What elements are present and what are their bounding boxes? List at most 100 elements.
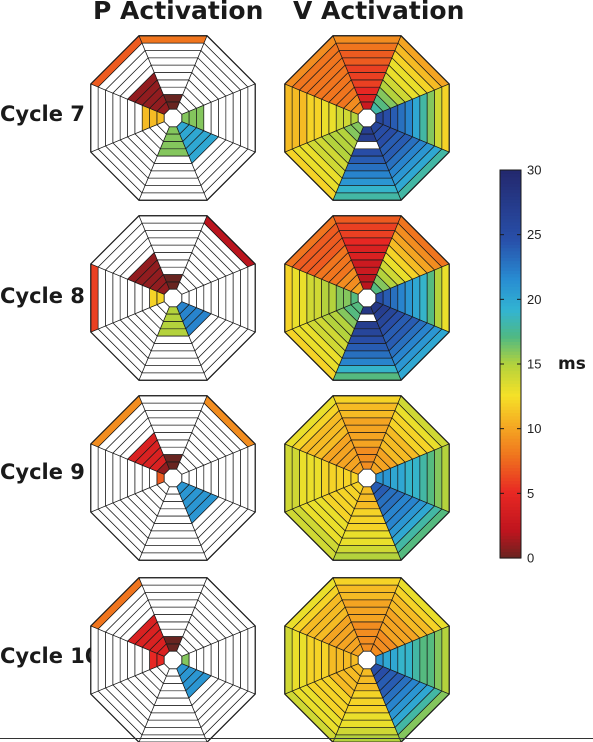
colorbar-segment — [500, 454, 521, 459]
colorbar-segment — [500, 179, 521, 184]
column-title-p: P Activation — [93, 0, 264, 25]
row-label-cycle-8: Cycle 8 — [0, 284, 85, 308]
colorbar-tick-label: 15 — [527, 357, 541, 372]
colorbar-segment — [500, 267, 521, 271]
colorbar-segment — [500, 396, 521, 401]
colorbar-segment — [500, 325, 521, 330]
center-hole — [163, 468, 183, 488]
octagon-outline — [90, 215, 256, 381]
colorbar-segment — [500, 551, 521, 556]
colorbar-segment — [500, 224, 521, 229]
colorbar-segment — [500, 228, 521, 233]
colorbar-segment — [500, 402, 521, 407]
colorbar-segment — [500, 296, 521, 300]
colorbar-segment — [500, 192, 521, 197]
colorbar-segment — [500, 380, 521, 384]
octagon-map-p-cycle-8 — [90, 215, 256, 381]
colorbar-segment — [500, 538, 521, 543]
colorbar-segment — [500, 412, 521, 417]
colorbar-segment — [500, 364, 521, 368]
colorbar-segment — [500, 328, 521, 333]
colorbar-segment — [500, 283, 521, 287]
colorbar-segment — [500, 370, 521, 375]
colorbar-segment — [500, 279, 521, 284]
octagon-map-v-cycle-9 — [284, 395, 450, 561]
row-label-cycle-7: Cycle 7 — [0, 102, 85, 126]
row-label-cycle-9: Cycle 9 — [0, 460, 85, 484]
colorbar-segment — [500, 305, 521, 310]
colorbar-segment — [500, 431, 521, 436]
colorbar-segment — [500, 354, 521, 359]
colorbar-segment — [500, 496, 521, 501]
colorbar-segment — [500, 250, 521, 255]
octagon-map-p-cycle-10 — [90, 577, 256, 742]
octagon-outline — [284, 35, 450, 201]
colorbar-segment — [500, 234, 521, 239]
colorbar-segment — [500, 263, 521, 268]
colorbar-segment — [500, 202, 521, 207]
colorbar-unit-label: ms — [558, 354, 586, 374]
colorbar-segment — [500, 464, 521, 469]
colorbar-segment — [500, 480, 521, 485]
octagon-map-v-cycle-8 — [284, 215, 450, 381]
colorbar-segment — [500, 289, 521, 294]
colorbar-segment — [500, 522, 521, 527]
colorbar-segment — [500, 173, 521, 178]
center-hole — [357, 650, 377, 670]
colorbar-segment — [500, 406, 521, 410]
colorbar-segment — [500, 428, 521, 433]
colorbar-segment — [500, 373, 521, 378]
colorbar-segment — [500, 315, 521, 320]
colorbar-segment — [500, 477, 521, 481]
octagon-map-v-cycle-7 — [284, 35, 450, 201]
colorbar-segment — [500, 244, 521, 249]
colorbar-segment — [500, 344, 521, 349]
colorbar-segment — [500, 415, 521, 420]
colorbar-segment — [500, 525, 521, 530]
colorbar-segment — [500, 503, 521, 507]
colorbar-tick-label: 5 — [527, 486, 534, 501]
colorbar-segment — [500, 506, 521, 511]
colorbar-tick-label: 30 — [527, 163, 541, 178]
colorbar-segment — [500, 541, 521, 546]
octagon-map-p-cycle-7 — [90, 35, 256, 201]
colorbar-segment — [500, 338, 521, 342]
colorbar-segment — [500, 254, 521, 258]
colorbar-segment — [500, 473, 521, 478]
colorbar-segment — [500, 444, 521, 449]
colorbar-segment — [500, 422, 521, 427]
colorbar-segment — [500, 490, 521, 494]
colorbar-segment — [500, 286, 521, 291]
colorbar-segment — [500, 237, 521, 242]
colorbar-segment — [500, 486, 521, 491]
octagon-outline — [284, 577, 450, 742]
colorbar-tick-label: 20 — [527, 292, 541, 307]
octagon-outline — [90, 395, 256, 561]
colorbar-segment — [500, 189, 521, 194]
colorbar-segment — [500, 461, 521, 465]
colorbar-segment — [500, 309, 521, 313]
colorbar-segment — [500, 512, 521, 517]
colorbar-segment — [500, 470, 521, 475]
colorbar-segment — [500, 438, 521, 443]
colorbar-segment — [500, 260, 521, 265]
colorbar-segment — [500, 499, 521, 504]
colorbar-segment — [500, 448, 521, 452]
colorbar-segment — [500, 341, 521, 346]
center-hole — [357, 288, 377, 308]
colorbar-segment — [500, 425, 521, 430]
colorbar-segment — [500, 276, 521, 281]
center-hole — [163, 108, 183, 128]
row-label-cycle-10: Cycle 10 — [0, 644, 100, 668]
colorbar-segment — [500, 554, 521, 559]
colorbar-segment — [500, 176, 521, 181]
colorbar-segment — [500, 528, 521, 533]
colorbar-segment — [500, 331, 521, 336]
colorbar-segment — [500, 493, 521, 498]
colorbar-segment — [500, 186, 521, 190]
octagon-outline — [284, 215, 450, 381]
colorbar-segment — [500, 532, 521, 536]
cell-SE-ring-10 — [203, 690, 256, 742]
